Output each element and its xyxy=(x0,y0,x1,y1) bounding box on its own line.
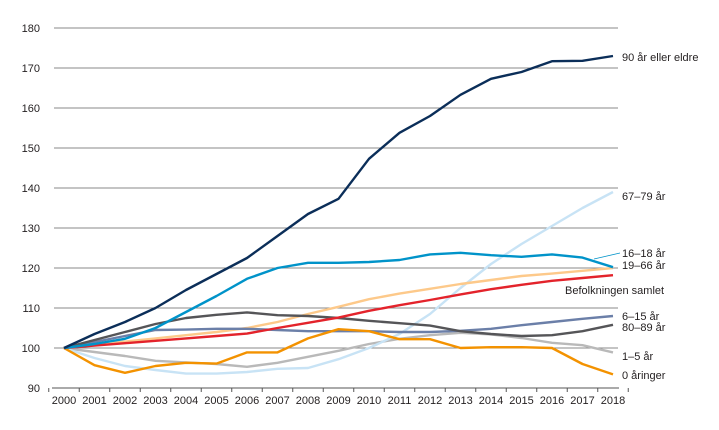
x-tick-label: 2006 xyxy=(235,395,259,407)
y-tick-label: 160 xyxy=(22,103,40,115)
x-tick-label: 2016 xyxy=(540,395,564,407)
series-line-7 xyxy=(63,251,614,350)
y-tick-label: 150 xyxy=(22,143,40,155)
series-line-6 xyxy=(63,274,614,350)
gridlines xyxy=(54,27,618,349)
x-axis: 2000 2001 2002 2003 2004 2005 2006 2007 2008 2009… xyxy=(48,387,629,407)
series-label: 1–5 år xyxy=(622,351,654,363)
x-tick-label: 2000 xyxy=(52,395,76,407)
y-tick-label: 120 xyxy=(22,263,40,275)
series-label: 16–18 år xyxy=(622,248,666,260)
x-tick-label: 2001 xyxy=(82,395,106,407)
x-tick-label: 2018 xyxy=(601,395,625,407)
y-tick-label: 100 xyxy=(22,343,40,355)
x-tick-label: 2005 xyxy=(204,395,228,407)
x-tick-label: 2015 xyxy=(509,395,533,407)
x-tick-label: 2011 xyxy=(388,395,412,407)
y-axis-ticks: 90 100 110 120 130 140 150 160 170 180 xyxy=(22,23,40,395)
x-tick-label: 2004 xyxy=(174,395,198,407)
y-tick-label: 180 xyxy=(22,23,40,35)
y-tick-label: 130 xyxy=(22,223,40,235)
x-tick-label: 2012 xyxy=(418,395,442,407)
x-tick-label: 2008 xyxy=(296,395,320,407)
series-label: 67–79 år xyxy=(622,191,666,203)
x-tick-label: 2007 xyxy=(265,395,289,407)
series-line-2 xyxy=(63,266,614,350)
series-label: 6–15 år xyxy=(622,311,660,323)
series-label: 90 år eller eldre xyxy=(622,52,698,64)
y-tick-label: 170 xyxy=(22,63,40,75)
x-tick-label: 2017 xyxy=(570,395,594,407)
series-label: 19–66 år xyxy=(622,260,666,272)
series-label: 80–89 år xyxy=(622,322,666,334)
series-line-0 xyxy=(63,331,614,368)
series-line-8 xyxy=(63,54,614,350)
x-tick-label: 2014 xyxy=(479,395,503,407)
series-line-3 xyxy=(63,314,614,350)
series-label: 0 åringer xyxy=(622,370,666,382)
y-tick-label: 140 xyxy=(22,183,40,195)
series-line-5 xyxy=(63,328,614,376)
x-tick-label: 2013 xyxy=(448,395,472,407)
series-label: Befolkningen samlet xyxy=(565,285,664,297)
y-tick-label: 90 xyxy=(28,383,40,395)
label-leader-line xyxy=(593,252,621,260)
series-lines xyxy=(63,54,614,376)
x-tick-label: 2010 xyxy=(357,395,381,407)
series-line-1 xyxy=(63,190,614,375)
y-tick-label: 110 xyxy=(22,303,40,315)
x-tick-label: 2009 xyxy=(326,395,350,407)
x-tick-label: 2002 xyxy=(113,395,137,407)
x-tick-label: 2003 xyxy=(143,395,167,407)
